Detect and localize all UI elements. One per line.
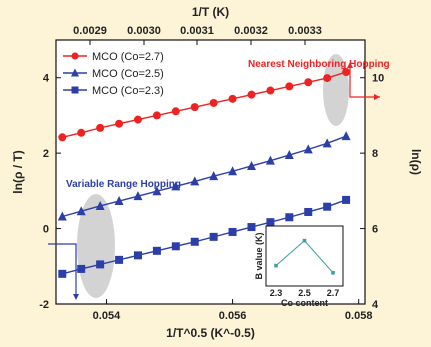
data-point: [342, 68, 351, 77]
data-point: [115, 255, 124, 264]
data-point: [303, 144, 313, 154]
data-point: [341, 131, 351, 141]
data-point: [58, 133, 67, 142]
data-point: [133, 115, 142, 124]
data-point: [246, 160, 256, 170]
data-point: [323, 202, 332, 211]
data-point: [96, 260, 105, 269]
data-point: [285, 213, 294, 222]
series-line: [62, 199, 347, 275]
data-point: [96, 123, 105, 132]
data-point: [190, 176, 200, 186]
data-point: [95, 200, 105, 210]
data-point: [57, 211, 67, 221]
arrowhead-variable: [73, 294, 79, 300]
data-point: [323, 74, 332, 83]
y-tick-label: -2: [39, 299, 49, 311]
data-point: [171, 242, 180, 251]
data-point: [284, 150, 294, 160]
data-point: [285, 82, 294, 91]
arrow-nearest: [349, 66, 380, 98]
y2-tick-label: 10: [372, 73, 384, 85]
arrowhead-nearest: [374, 94, 380, 100]
inset-plot-area: [265, 225, 344, 287]
data-point: [133, 251, 142, 260]
y-tick-label: 2: [43, 148, 49, 160]
data-point: [71, 52, 79, 60]
legend-label: MCO (Co=2.3): [92, 85, 164, 97]
inset-data-point: [274, 263, 278, 268]
legend-label: MCO (Co=2.5): [92, 68, 164, 80]
arrow-variable: [48, 243, 77, 296]
data-point: [342, 195, 351, 204]
data-point: [152, 246, 161, 255]
top-tick-label: 0.0031: [180, 25, 214, 37]
data-point: [304, 207, 313, 216]
data-point: [228, 166, 238, 176]
y-tick-label: 4: [43, 73, 50, 85]
y2-tick-label: 4: [372, 299, 379, 311]
inset-x-tick-label: 2.3: [270, 288, 283, 298]
top-tick-label: 0.0033: [288, 25, 322, 37]
data-point: [171, 107, 180, 116]
top-axis-label: 1/T (K): [192, 5, 229, 19]
x-tick-label: 0.054: [93, 310, 121, 322]
x-axis-label: 1/T^0.5 (K^-0.5): [166, 326, 255, 340]
data-point: [322, 138, 332, 148]
legend-label: MCO (Co=2.7): [92, 51, 164, 63]
data-point: [247, 90, 256, 99]
data-point: [77, 128, 86, 137]
data-point: [228, 227, 237, 236]
inset-x-tick-label: 2.7: [327, 288, 340, 298]
data-point: [265, 155, 275, 165]
inset-data-point: [302, 238, 307, 243]
y-axis-label: ln(ρ / T): [11, 150, 25, 193]
data-point: [152, 111, 161, 120]
series-line: [62, 71, 347, 138]
data-point: [228, 94, 237, 103]
data-point: [133, 191, 143, 201]
data-point: [190, 237, 199, 246]
data-point: [266, 218, 275, 227]
inset-x-axis-label: Co content: [281, 298, 328, 308]
data-point: [209, 232, 218, 241]
y2-tick-label: 8: [372, 148, 378, 160]
highlight-ellipse-variable: [77, 194, 115, 298]
data-point: [58, 269, 67, 278]
data-point: [304, 78, 313, 87]
inset-y-axis-label: B value (K): [254, 232, 264, 279]
inset-x-tick-label: 2.5: [298, 288, 311, 298]
data-point: [209, 171, 219, 181]
y2-tick-label: 6: [372, 224, 378, 236]
data-point: [115, 119, 124, 128]
data-point: [190, 103, 199, 112]
data-point: [114, 196, 124, 206]
data-point: [247, 223, 256, 232]
y2-axis-label: ln(ρ): [409, 149, 423, 175]
x-tick-label: 0.058: [345, 310, 373, 322]
data-point: [76, 206, 86, 216]
data-point: [71, 68, 79, 77]
data-point: [71, 86, 79, 94]
data-point: [152, 186, 162, 196]
y-tick-label: 0: [43, 224, 49, 236]
annotation-nearest: Nearest Neighboring Hopping: [248, 59, 390, 70]
top-tick-label: 0.0030: [127, 25, 161, 37]
data-point: [77, 264, 86, 273]
data-point: [171, 181, 181, 191]
arrowhead-nearest-top: [347, 62, 353, 68]
data-point: [209, 98, 218, 107]
data-point: [266, 86, 275, 95]
x-tick-label: 0.056: [219, 310, 247, 322]
annotation-variable: Variable Range Hopping: [66, 179, 181, 190]
top-tick-label: 0.0029: [73, 25, 107, 37]
inset-data-point: [331, 271, 335, 275]
series-line: [62, 135, 347, 218]
top-tick-label: 0.0032: [234, 25, 268, 37]
